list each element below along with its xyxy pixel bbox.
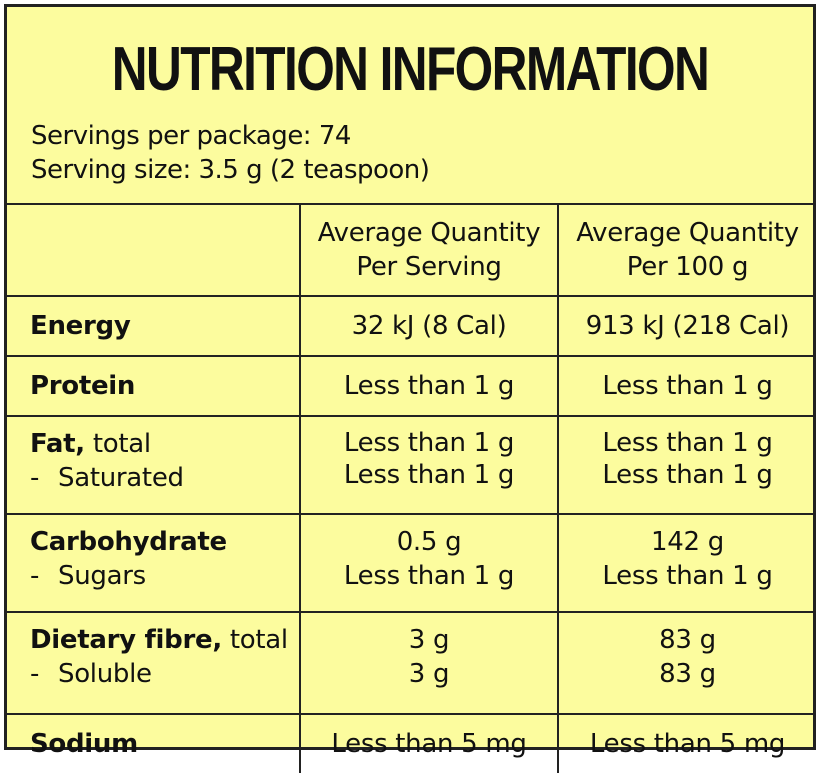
- fat-per-serving: Less than 1 g: [343, 428, 515, 458]
- nutrient-name-dietary-fibre: Dietary fibre, total - Soluble: [4, 611, 301, 715]
- table-row-fat: Fat, total - Saturated Less than 1 g Less…: [4, 415, 816, 515]
- fat-per-100g: Less than 1 g: [602, 428, 773, 458]
- serving-size: Serving size: 3.5 g (2 teaspoon): [31, 155, 430, 185]
- energy-per-100g: 913 kJ (218 Cal): [557, 295, 816, 357]
- soluble-label: Soluble: [58, 659, 152, 689]
- carbohydrate-per-serving-cell: 0.5 g Less than 1 g: [299, 513, 559, 613]
- saturated-line: - Saturated: [30, 461, 299, 495]
- fat-per-100g-cell: Less than 1 g Less than 1 g: [557, 415, 816, 515]
- nutrient-name-carbohydrate: Carbohydrate - Sugars: [4, 513, 301, 613]
- header-per-serving: Average Quantity Per Serving: [299, 203, 559, 297]
- fibre-per-100g: 83 g: [659, 625, 716, 655]
- sugars-label: Sugars: [58, 561, 146, 591]
- header-per-serving-line-2: Per Serving: [356, 252, 502, 282]
- servings-per-package: Servings per package: 74: [31, 121, 351, 151]
- table-row-protein: Protein Less than 1 g Less than 1 g: [4, 355, 816, 417]
- sugars-dash: -: [30, 561, 40, 591]
- nutrition-panel: NUTRITION INFORMATION Servings per packa…: [4, 4, 816, 773]
- sugars-line: - Sugars: [30, 559, 299, 593]
- header-per-serving-line-1: Average Quantity: [317, 218, 541, 248]
- fibre-label: Dietary fibre,: [30, 625, 222, 655]
- header-empty-cell: [4, 203, 301, 297]
- nutrient-name-energy: Energy: [4, 295, 301, 357]
- carbohydrate-per-100g-cell: 142 g Less than 1 g: [557, 513, 816, 613]
- fat-per-serving-cell: Less than 1 g Less than 1 g: [299, 415, 559, 515]
- soluble-per-serving: 3 g: [408, 659, 450, 689]
- fibre-per-serving-cell: 3 g 3 g: [299, 611, 559, 715]
- fat-suffix: total: [84, 429, 151, 459]
- protein-label: Protein: [30, 371, 136, 401]
- nutrient-name-sodium: Sodium: [4, 713, 301, 773]
- soluble-line: - Soluble: [30, 657, 299, 691]
- sugars-per-100g: Less than 1 g: [602, 561, 773, 591]
- table-row-energy: Energy 32 kJ (8 Cal) 913 kJ (218 Cal): [4, 295, 816, 357]
- header-per-100g: Average Quantity Per 100 g: [557, 203, 816, 297]
- fat-line: Fat, total: [30, 427, 299, 461]
- table-header-row: Average Quantity Per Serving Average Qua…: [4, 203, 816, 297]
- sugars-per-serving: Less than 1 g: [343, 561, 515, 591]
- saturated-label: Saturated: [58, 463, 184, 493]
- energy-per-serving: 32 kJ (8 Cal): [299, 295, 559, 357]
- fat-label: Fat,: [30, 429, 85, 459]
- carbohydrate-label: Carbohydrate: [30, 527, 227, 557]
- header-per-100g-line-1: Average Quantity: [576, 218, 799, 248]
- sodium-per-serving: Less than 5 mg: [299, 713, 559, 773]
- carbohydrate-per-serving: 0.5 g: [396, 527, 462, 557]
- nutrient-name-fat: Fat, total - Saturated: [4, 415, 301, 515]
- saturated-dash: -: [30, 463, 40, 493]
- nutrition-table: Average Quantity Per Serving Average Qua…: [4, 203, 816, 773]
- saturated-per-serving: Less than 1 g: [343, 460, 515, 490]
- table-row-sodium: Sodium Less than 5 mg Less than 5 mg: [4, 713, 816, 773]
- fibre-per-100g-cell: 83 g 83 g: [557, 611, 816, 715]
- nutrient-name-protein: Protein: [4, 355, 301, 417]
- label-title: NUTRITION INFORMATION: [111, 35, 710, 104]
- fibre-line: Dietary fibre, total: [30, 623, 299, 657]
- table-row-carbohydrate: Carbohydrate - Sugars 0.5 g Less than 1 g…: [4, 513, 816, 613]
- protein-per-serving: Less than 1 g: [299, 355, 559, 417]
- header-per-100g-line-2: Per 100 g: [626, 252, 749, 282]
- table-row-dietary-fibre: Dietary fibre, total - Soluble 3 g 3 g 83…: [4, 611, 816, 715]
- fibre-suffix: total: [221, 625, 288, 655]
- sodium-label: Sodium: [30, 729, 138, 759]
- protein-per-100g: Less than 1 g: [557, 355, 816, 417]
- energy-label: Energy: [30, 311, 131, 341]
- serving-info: Servings per package: 74 Serving size: 3…: [31, 119, 430, 187]
- carbohydrate-per-100g: 142 g: [651, 527, 724, 557]
- fibre-per-serving: 3 g: [408, 625, 450, 655]
- saturated-per-100g: Less than 1 g: [602, 460, 773, 490]
- soluble-per-100g: 83 g: [659, 659, 716, 689]
- soluble-dash: -: [30, 659, 40, 689]
- sodium-per-100g: Less than 5 mg: [557, 713, 816, 773]
